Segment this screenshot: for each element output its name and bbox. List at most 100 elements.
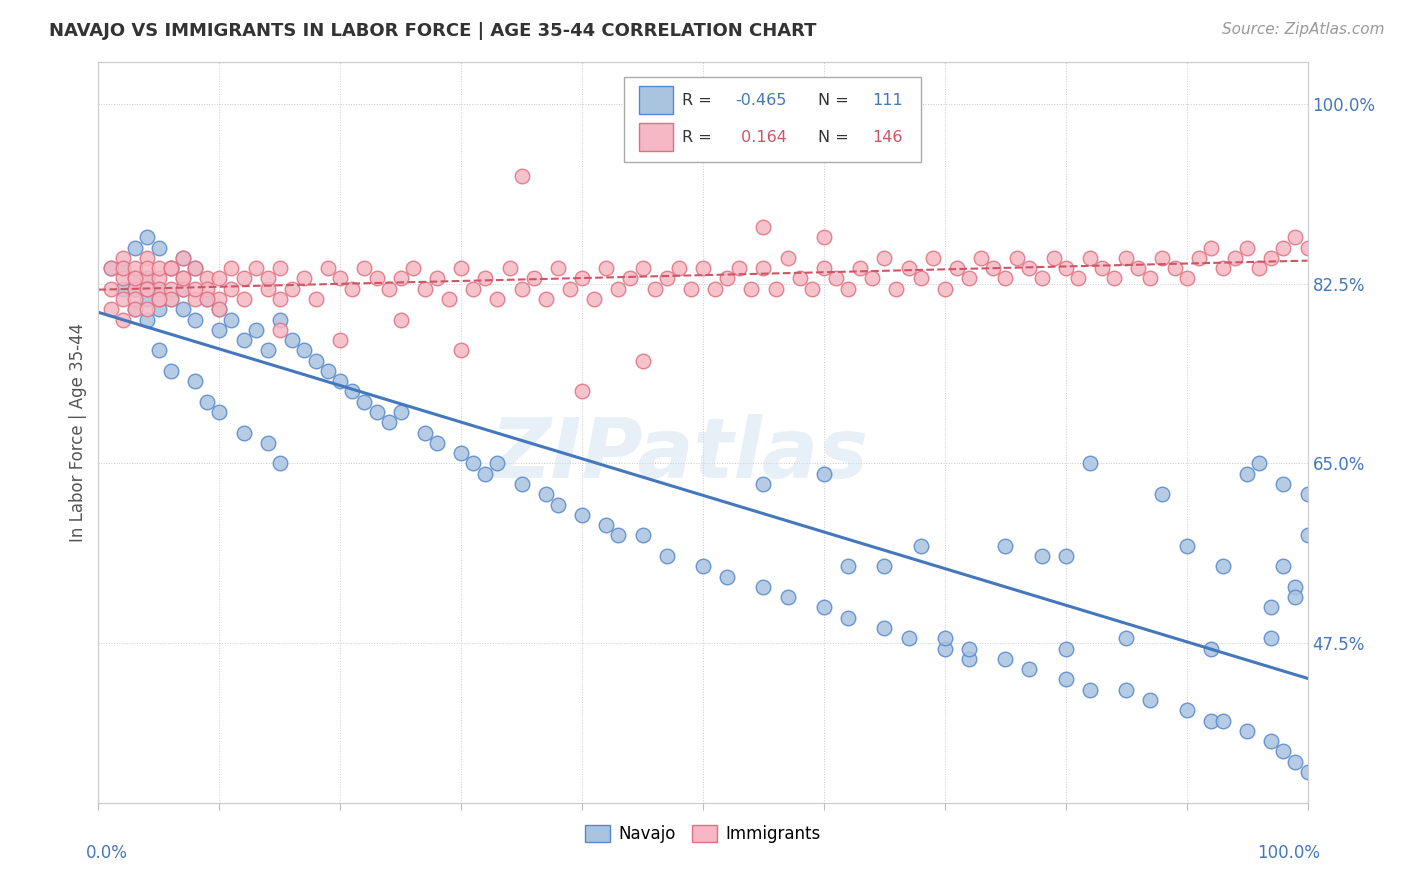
Point (353, 394, 375, 409)
Point (1260, 600, 1282, 615)
Point (1078, 251, 1101, 265)
Point (1284, 230, 1306, 244)
Point (148, 343, 170, 358)
Point (946, 261, 969, 276)
Point (148, 282, 170, 296)
Text: R =: R = (682, 93, 717, 108)
Point (124, 241, 146, 255)
Point (837, 559, 859, 574)
Point (111, 261, 134, 276)
Point (1091, 261, 1114, 276)
Point (957, 641, 980, 656)
Point (704, 282, 727, 296)
Point (534, 292, 557, 306)
Point (825, 271, 848, 285)
Point (1175, 271, 1198, 285)
Point (172, 271, 194, 285)
Point (135, 261, 157, 276)
Bar (638, 123, 673, 152)
Point (728, 261, 751, 276)
Point (292, 343, 315, 358)
Point (957, 652, 980, 666)
Point (558, 282, 581, 296)
Point (124, 282, 146, 296)
Point (148, 271, 170, 285)
Point (934, 641, 956, 656)
Point (208, 405, 231, 419)
Text: ZIPatlas: ZIPatlas (489, 414, 868, 495)
Text: 0.164: 0.164 (735, 129, 786, 145)
Point (692, 261, 714, 276)
Point (389, 405, 412, 419)
Point (184, 282, 207, 296)
Point (305, 292, 328, 306)
Point (232, 425, 254, 440)
Point (910, 271, 932, 285)
Point (813, 600, 835, 615)
Point (716, 569, 738, 583)
Point (1199, 241, 1222, 255)
Text: R =: R = (682, 129, 717, 145)
Point (837, 282, 859, 296)
Point (1115, 632, 1137, 646)
Point (124, 261, 146, 276)
Text: 111: 111 (872, 93, 903, 108)
Point (172, 251, 194, 265)
Point (269, 457, 291, 471)
Point (510, 169, 533, 183)
Point (1296, 241, 1319, 255)
Point (148, 241, 170, 255)
Point (921, 251, 943, 265)
Point (837, 611, 859, 625)
Point (1272, 477, 1295, 491)
Point (221, 282, 243, 296)
Point (342, 384, 364, 399)
Point (100, 282, 122, 296)
Point (208, 323, 231, 337)
Point (184, 261, 207, 276)
Point (111, 261, 134, 276)
Point (595, 518, 617, 533)
Point (910, 539, 932, 553)
Point (111, 251, 134, 265)
Point (1152, 487, 1174, 501)
Point (160, 261, 183, 276)
FancyBboxPatch shape (624, 78, 921, 162)
Point (402, 261, 425, 276)
Point (160, 292, 183, 306)
Point (1260, 632, 1282, 646)
Legend: Navajo, Immigrants: Navajo, Immigrants (578, 819, 828, 850)
Point (1249, 457, 1271, 471)
Point (184, 374, 207, 388)
Point (111, 292, 134, 306)
Point (1054, 641, 1077, 656)
Point (1163, 261, 1185, 276)
Point (281, 333, 304, 347)
Point (765, 282, 787, 296)
Point (450, 343, 472, 358)
Point (148, 292, 170, 306)
Point (329, 374, 352, 388)
Point (353, 261, 375, 276)
Text: N =: N = (818, 93, 853, 108)
Point (184, 312, 207, 326)
Point (655, 271, 678, 285)
Point (1272, 559, 1295, 574)
Point (1284, 590, 1306, 604)
Point (463, 457, 485, 471)
Point (413, 282, 436, 296)
Point (172, 282, 194, 296)
Point (148, 261, 170, 276)
Point (1054, 549, 1077, 563)
Point (523, 271, 546, 285)
Point (692, 559, 714, 574)
Point (607, 528, 630, 542)
Point (124, 302, 146, 317)
Point (813, 261, 835, 276)
Point (426, 436, 449, 450)
Point (377, 282, 399, 296)
Point (184, 261, 207, 276)
Point (1260, 251, 1282, 265)
Point (547, 261, 569, 276)
Point (800, 282, 823, 296)
